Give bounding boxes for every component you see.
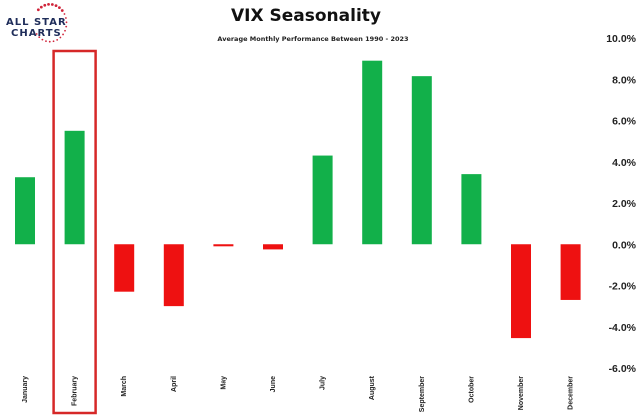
- x-tick-label: August: [369, 375, 376, 400]
- logo-star-icon: [36, 8, 40, 12]
- y-tick-label: 0.0%: [612, 239, 637, 251]
- x-tick-label: September: [419, 376, 426, 412]
- bar-september: [411, 76, 432, 245]
- x-tick-label: March: [121, 376, 128, 397]
- logo-star-icon: [65, 25, 68, 28]
- logo-star-icon: [57, 6, 61, 10]
- bar-april: [163, 244, 184, 307]
- logo-star-icon: [60, 9, 64, 12]
- x-tick-label: December: [568, 376, 575, 410]
- x-tick-label: July: [320, 376, 327, 390]
- bar-march: [114, 244, 135, 292]
- logo-star-icon: [35, 33, 38, 35]
- logo-line2: CHARTS: [11, 28, 62, 39]
- logo-star-icon: [47, 2, 50, 6]
- x-tick-label: April: [171, 376, 178, 392]
- logo-star-icon: [43, 3, 47, 7]
- logo-star-icon: [56, 38, 59, 41]
- bar-august: [362, 60, 383, 245]
- bar-november: [511, 244, 531, 339]
- y-tick-label: -2.0%: [609, 281, 637, 293]
- logo-star-icon: [50, 3, 54, 6]
- logo-star-icon: [63, 13, 66, 15]
- logo-star-icon: [41, 38, 44, 41]
- y-tick-label: 2.0%: [612, 198, 637, 210]
- x-tick-label: June: [270, 376, 277, 392]
- bar-december: [560, 244, 581, 300]
- x-tick-label: October: [468, 376, 475, 403]
- y-tick-label: -4.0%: [609, 322, 637, 334]
- y-tick-label: 4.0%: [612, 157, 637, 169]
- bar-october: [461, 174, 482, 245]
- highlight-box: [52, 49, 97, 415]
- y-tick-label: 8.0%: [612, 74, 637, 86]
- x-tick-label: February: [72, 376, 79, 406]
- logo-line1: ALL STAR: [6, 17, 67, 28]
- y-tick-label: 10.0%: [606, 33, 636, 45]
- logo-stars-icon: [35, 2, 68, 43]
- logo-star-icon: [62, 33, 64, 36]
- logo: ALL STAR CHARTS: [6, 2, 68, 43]
- y-tick-label: -6.0%: [609, 363, 637, 375]
- logo-star-icon: [65, 21, 68, 24]
- logo-star-icon: [64, 29, 66, 32]
- chart-title: VIX Seasonality: [231, 6, 381, 26]
- bar-june: [263, 244, 283, 250]
- logo-star-icon: [65, 17, 67, 19]
- x-tick-label: January: [22, 376, 29, 403]
- logo-star-icon: [59, 36, 62, 39]
- bar-may: [213, 244, 234, 247]
- logo-star-icon: [45, 40, 47, 43]
- logo-star-icon: [38, 36, 41, 39]
- chart-subtitle: Average Monthly Performance Between 1990…: [217, 35, 408, 43]
- y-tick-label: 6.0%: [612, 116, 637, 128]
- x-tick-label: November: [518, 376, 525, 411]
- logo-star-icon: [48, 40, 51, 43]
- logo-star-icon: [54, 4, 58, 7]
- x-tick-label: May: [220, 376, 227, 390]
- bar-july: [312, 155, 333, 245]
- bar-january: [15, 177, 35, 245]
- logo-star-icon: [52, 40, 55, 43]
- logo-star-icon: [39, 5, 43, 9]
- bar-february: [64, 130, 85, 245]
